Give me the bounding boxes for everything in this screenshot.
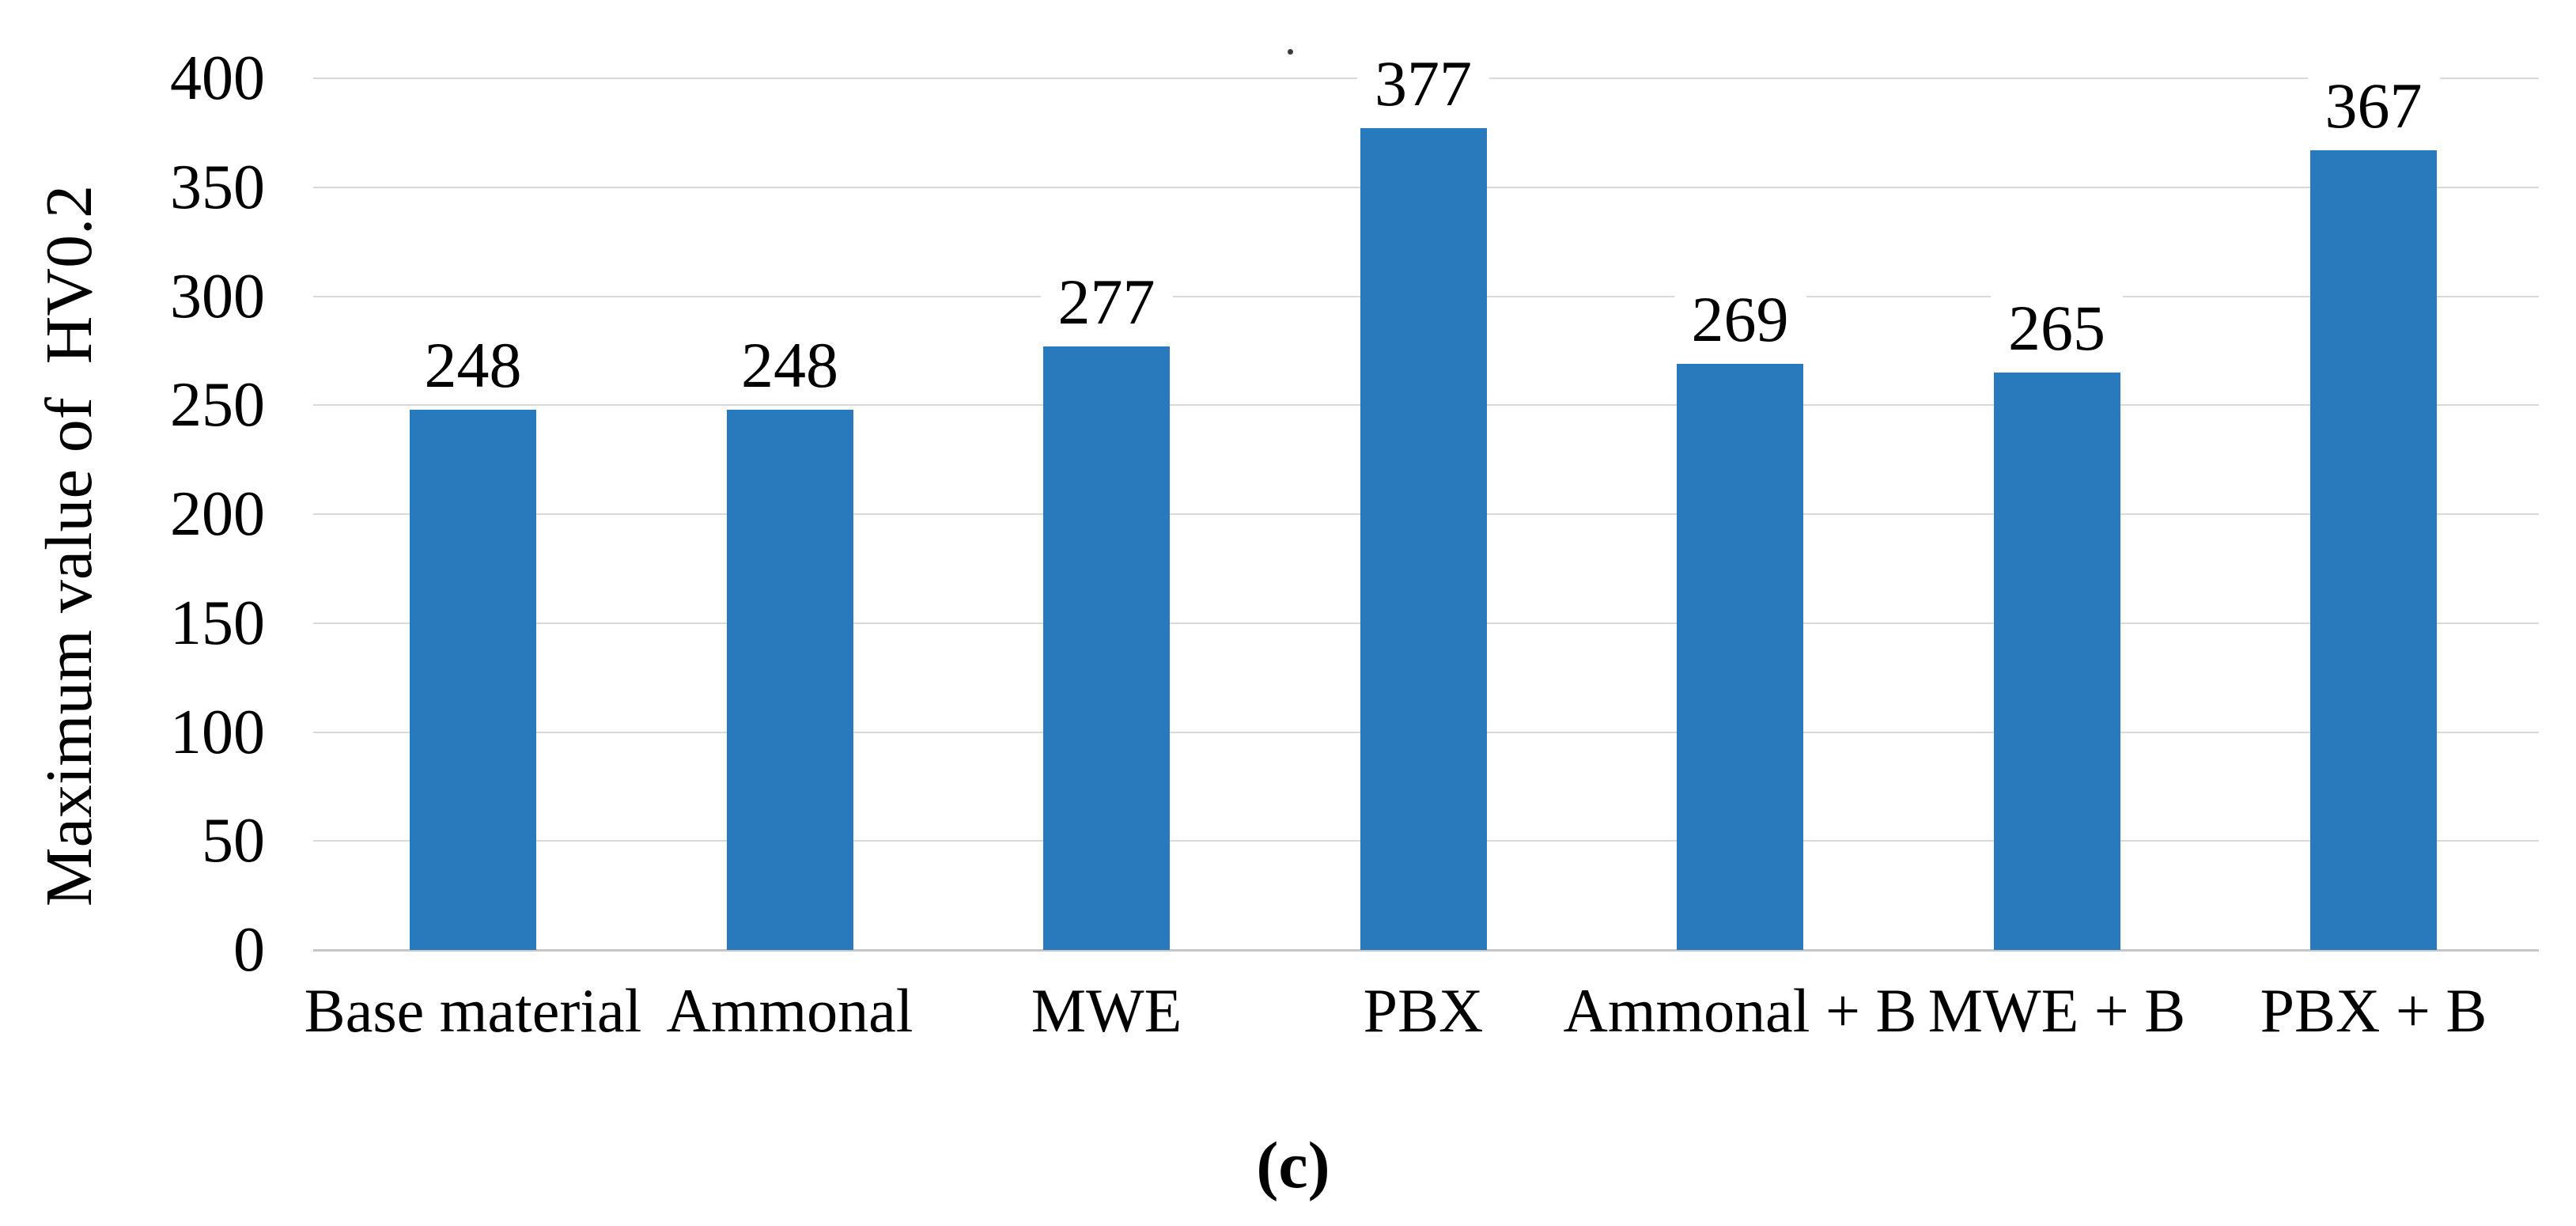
y-axis-tick-label-300: 300 xyxy=(170,261,265,331)
bar-pbx-b xyxy=(2310,149,2437,950)
bar-value-label: 367 xyxy=(2307,70,2440,142)
bar-value-label: 377 xyxy=(1357,48,1489,120)
y-axis-tick-label-250: 250 xyxy=(170,370,265,441)
bar-base-material xyxy=(410,409,536,950)
y-axis-tick-label-0: 0 xyxy=(233,915,265,985)
y-axis-tick-label-350: 350 xyxy=(170,152,265,222)
bar-ammonal-b xyxy=(1677,363,1803,950)
x-axis-label-pbx-b: PBX + B xyxy=(2260,976,2487,1045)
x-axis-line xyxy=(313,949,2539,952)
bar-value-label: 277 xyxy=(1040,266,1173,338)
x-axis-label-base-material: Base material xyxy=(304,976,642,1045)
bar-pbx xyxy=(1360,128,1487,950)
x-axis-label-ammonal-b: Ammonal + B xyxy=(1563,976,1917,1045)
y-axis-tick-label-50: 50 xyxy=(202,806,265,876)
y-axis-tick-label-400: 400 xyxy=(170,44,265,113)
x-axis-label-mwe: MWE xyxy=(1031,976,1182,1045)
bar-value-label: 265 xyxy=(1991,292,2123,364)
y-axis-tick-label-200: 200 xyxy=(170,479,265,549)
bar-ammonal xyxy=(726,409,853,950)
bar-value-label: 269 xyxy=(1674,283,1806,355)
bar-mwe-b xyxy=(1993,372,2120,950)
bar-value-label: 248 xyxy=(407,329,539,401)
y-axis-tick-label-150: 150 xyxy=(170,588,265,658)
bar-mwe xyxy=(1043,346,1170,950)
figure-caption: (c) xyxy=(1256,1129,1330,1202)
bar-value-label: 248 xyxy=(724,329,856,401)
x-axis-label-mwe-b: MWE + B xyxy=(1927,976,2186,1045)
x-axis-label-pbx: PBX xyxy=(1363,976,1484,1045)
x-axis-label-ammonal: Ammonal xyxy=(666,976,914,1045)
speck-artifact xyxy=(1288,49,1293,55)
y-axis-tick-label-100: 100 xyxy=(170,697,265,767)
